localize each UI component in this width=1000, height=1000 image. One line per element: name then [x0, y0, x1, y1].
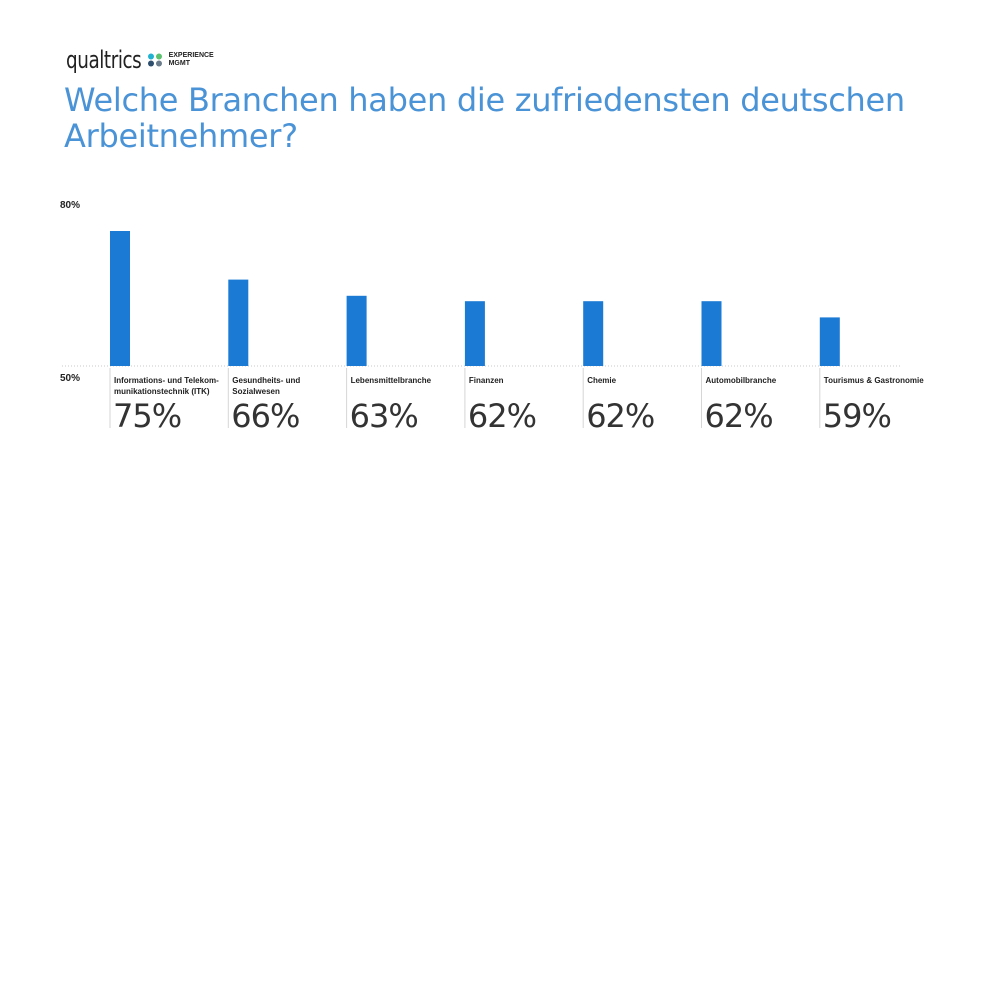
bar-3: [346, 295, 367, 366]
bar-7: [819, 317, 840, 366]
value-label-5: 62%: [586, 397, 654, 435]
bar-5: [583, 301, 604, 366]
value-label-3: 63%: [350, 397, 418, 435]
bar-4: [464, 301, 485, 366]
category-label-5: Chemie: [587, 376, 616, 385]
category-label-2: Gesundheits- und Sozialwesen: [232, 376, 300, 396]
brand-logo: qualtrics EXPERIENCE MGMT: [66, 44, 214, 76]
brand-tag-line-1: EXPERIENCE: [168, 52, 214, 59]
value-label-2: 66%: [231, 397, 299, 435]
bar-6: [701, 301, 722, 366]
brand-tagline: EXPERIENCE MGMT: [169, 52, 214, 68]
category-label-1: Informations- und Telekom-munikationstec…: [114, 376, 219, 396]
category-label-7: Tourismus & Gastronomie: [824, 376, 924, 385]
value-label-6: 62%: [705, 397, 773, 435]
chart-title: Welche Branchen haben die zufriedensten …: [64, 81, 905, 155]
category-label-3: Lebensmittelbranche: [351, 376, 432, 385]
category-label-4: Finanzen: [469, 376, 504, 385]
bar-2: [228, 279, 249, 366]
brand-dots-icon: [147, 53, 162, 67]
value-label-1: 75%: [113, 397, 181, 435]
y-tick-label-bottom: 50%: [60, 373, 80, 384]
brand-tag-line-2: MGMT: [168, 60, 190, 67]
value-label-4: 62%: [468, 397, 536, 435]
y-tick-label-top: 80%: [60, 200, 80, 211]
category-label-6: Automobilbranche: [706, 376, 777, 385]
value-label-7: 59%: [823, 397, 891, 435]
brand-name: qualtrics: [66, 46, 142, 74]
bar-1: [110, 231, 130, 366]
